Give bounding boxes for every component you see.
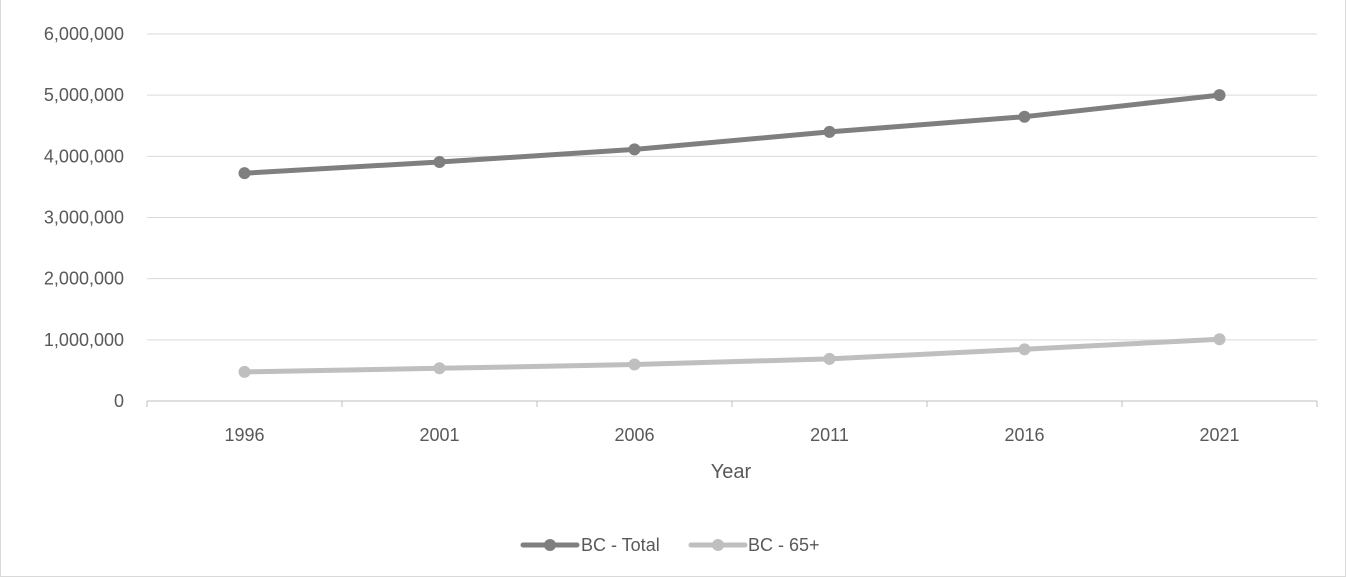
legend-item: BC - Total <box>520 535 660 555</box>
legend-label: BC - Total <box>581 535 660 555</box>
legend-swatch-marker <box>544 539 556 551</box>
series-line <box>242 336 1222 375</box>
data-point <box>1213 89 1226 102</box>
x-tick-label: 2016 <box>1004 425 1044 445</box>
data-point <box>238 167 251 180</box>
legend-swatch-marker <box>712 539 724 551</box>
data-point <box>238 365 251 378</box>
x-tick-label: 1996 <box>224 425 264 445</box>
y-tick-label: 3,000,000 <box>44 208 124 228</box>
x-axis: 1996 2001 2006 2011 2016 2021 <box>146 401 1318 445</box>
data-point <box>433 155 446 168</box>
x-tick-label: 2006 <box>614 425 654 445</box>
x-tick-label: 2011 <box>810 425 849 445</box>
series-line <box>242 92 1222 176</box>
data-point <box>823 125 836 138</box>
series-group <box>238 89 1226 378</box>
series-1 <box>238 89 1226 180</box>
y-tick-label: 6,000,000 <box>44 24 124 44</box>
legend: BC - Total BC - 65+ <box>520 535 820 555</box>
y-tick-label: 2,000,000 <box>44 269 124 289</box>
y-axis: 0 1,000,000 2,000,000 3,000,000 4,000,000 5,0… <box>44 24 124 411</box>
x-axis-title: Year <box>711 461 752 483</box>
x-tick-label: 2021 <box>1199 425 1239 445</box>
x-tick-label: 2001 <box>419 425 459 445</box>
y-tick-label: 0 <box>114 391 124 411</box>
data-point <box>628 358 641 371</box>
data-point <box>823 352 836 365</box>
data-point <box>433 362 446 375</box>
legend-item: BC - 65+ <box>688 535 820 555</box>
legend-label: BC - 65+ <box>748 535 820 555</box>
data-point <box>1018 343 1031 356</box>
y-tick-label: 1,000,000 <box>44 330 124 350</box>
series-2 <box>238 333 1226 378</box>
gridlines <box>147 33 1317 402</box>
y-tick-label: 5,000,000 <box>44 85 124 105</box>
data-point <box>1213 333 1226 346</box>
y-tick-label: 4,000,000 <box>44 146 124 166</box>
data-point <box>628 143 641 156</box>
data-point <box>1018 110 1031 123</box>
